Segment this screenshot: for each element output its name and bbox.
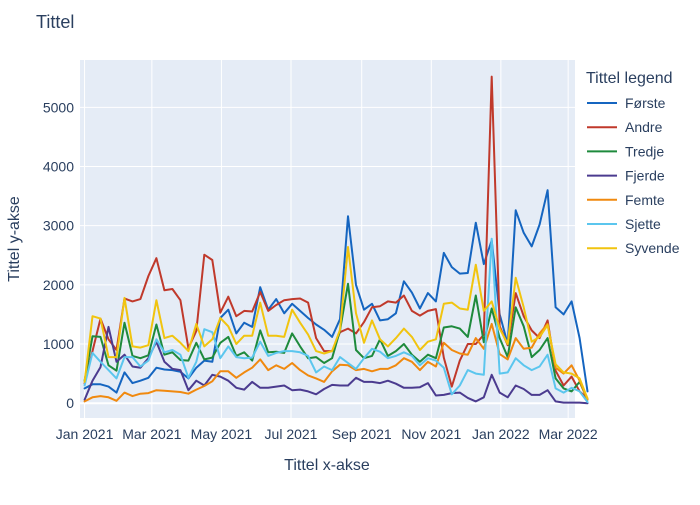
- legend-label: Andre: [625, 119, 663, 135]
- y-tick-labels: 0 1000 2000 3000 4000 5000: [43, 99, 74, 411]
- grid-lines: [80, 60, 575, 418]
- x-tick-label: May 2021: [191, 426, 253, 442]
- x-tick-label: Sep 2021: [332, 426, 392, 442]
- x-tick-label: Nov 2021: [401, 426, 461, 442]
- legend-label: Fjerde: [625, 168, 665, 184]
- legend-label: Femte: [625, 192, 665, 208]
- legend-label: Syvende: [625, 240, 680, 256]
- legend-label: Tredje: [625, 143, 664, 159]
- legend-label: Første: [625, 95, 666, 111]
- series-line-3: [83, 282, 589, 401]
- x-tick-labels: Jan 2021 Mar 2021 May 2021 Jul 2021 Sep 2021…: [56, 426, 598, 442]
- series-line-5: [83, 322, 589, 403]
- x-axis-label: Tittel x-akse: [284, 457, 370, 474]
- y-tick-label: 2000: [43, 277, 74, 293]
- x-tick-label: Jan 2021: [56, 426, 114, 442]
- series-line-1: [83, 189, 589, 394]
- x-tick-label: Mar 2022: [539, 426, 598, 442]
- y-axis-label: Tittel y-akse: [6, 196, 23, 282]
- series-lines: [83, 75, 589, 405]
- y-tick-label: 3000: [43, 218, 74, 234]
- series-line-6: [83, 237, 589, 403]
- y-tick-label: 5000: [43, 99, 74, 115]
- series-line-4: [83, 325, 589, 405]
- x-tick-label: Jul 2021: [265, 426, 318, 442]
- x-tick-label: Jan 2022: [472, 426, 530, 442]
- y-tick-label: 0: [66, 395, 74, 411]
- legend-label: Sjette: [625, 216, 661, 232]
- y-tick-label: 4000: [43, 159, 74, 175]
- y-tick-label: 1000: [43, 336, 74, 352]
- chart-title: Tittel: [36, 12, 74, 32]
- legend: Tittel legend Første Andre Tredje Fjerde Fem…: [586, 70, 680, 256]
- x-tick-label: Mar 2021: [122, 426, 181, 442]
- legend-title: Tittel legend: [586, 70, 673, 87]
- series-line-7: [83, 246, 589, 400]
